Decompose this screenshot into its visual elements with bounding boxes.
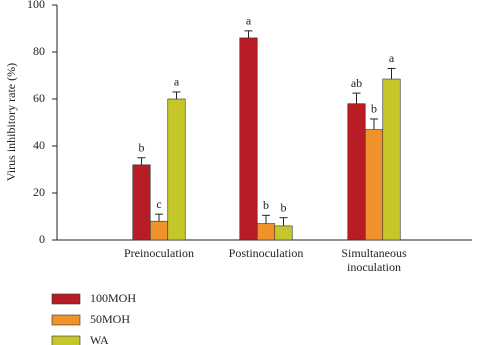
significance-letter: a <box>246 14 252 28</box>
bar <box>239 37 258 241</box>
legend-label: 50MOH <box>90 312 130 326</box>
x-tick-label: Simultaneous inoculation <box>341 246 407 274</box>
y-tick-label: 40 <box>33 138 45 152</box>
bar <box>347 103 366 241</box>
y-tick-label: 0 <box>39 232 45 246</box>
error-bar <box>244 30 253 38</box>
y-tick-label: 100 <box>27 0 45 11</box>
bar <box>167 98 186 241</box>
bar <box>382 78 401 241</box>
significance-letter: c <box>156 197 161 211</box>
legend-swatch <box>51 314 81 326</box>
legend-swatch <box>51 335 81 345</box>
bar <box>364 129 384 241</box>
bar <box>256 223 276 241</box>
x-tick-label: Preinoculation <box>124 246 194 260</box>
x-tick-label: Postinoculation <box>228 246 304 260</box>
significance-letter: b <box>263 198 269 212</box>
bar <box>274 225 293 241</box>
error-bar <box>370 118 378 130</box>
y-tick-label: 20 <box>33 185 45 199</box>
error-bar <box>155 213 163 222</box>
error-bar <box>262 214 270 224</box>
bar <box>132 164 151 241</box>
legend-label: 100MOH <box>90 291 136 305</box>
legend-label: WA <box>90 333 109 345</box>
y-axis-label: Virus inhibitory rate (%) <box>4 63 18 181</box>
significance-letter: ab <box>351 76 362 90</box>
error-bar <box>352 92 361 104</box>
y-tick-label: 80 <box>33 44 45 58</box>
error-bar <box>172 91 181 99</box>
significance-letter: a <box>389 51 395 65</box>
error-bar <box>137 157 146 165</box>
significance-letter: a <box>174 75 180 89</box>
y-tick-label: 60 <box>33 91 45 105</box>
bar <box>149 220 169 241</box>
significance-letter: b <box>371 102 377 116</box>
error-bar <box>279 217 288 226</box>
significance-letter: b <box>139 141 145 155</box>
error-bar <box>387 67 396 80</box>
significance-letter: b <box>281 200 287 214</box>
legend-swatch <box>51 293 81 305</box>
